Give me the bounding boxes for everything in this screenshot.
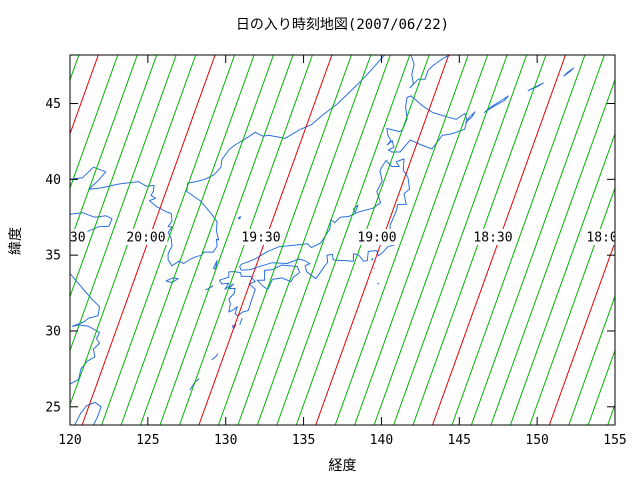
y-tick-label: 25 — [45, 400, 61, 415]
y-tick-label: 40 — [45, 173, 61, 188]
contour-line-minor — [120, 55, 255, 425]
contour-line-minor — [509, 132, 615, 425]
coastline-china-coast — [70, 273, 101, 385]
y-tick-label: 45 — [45, 97, 61, 112]
contour-line-minor — [451, 55, 586, 425]
contour-line-minor — [140, 55, 274, 425]
x-tick-label: 150 — [525, 433, 548, 448]
plot-area — [70, 55, 615, 425]
contour-line-minor — [334, 55, 469, 425]
contour-line-minor — [101, 55, 236, 425]
contour-line-minor — [354, 55, 489, 425]
coastline-cheju — [165, 277, 179, 283]
contour-line-minor — [256, 55, 391, 425]
y-tick-label: 35 — [45, 249, 61, 264]
coastline-amami — [211, 353, 219, 361]
contour-label-bg — [471, 229, 515, 245]
coastline-oshima — [370, 258, 374, 261]
coastline-tsushima — [212, 260, 218, 270]
contour-line-minor — [393, 55, 528, 425]
contour-line-minor — [70, 55, 158, 298]
x-axis-label: 経度 — [328, 458, 357, 474]
axes: 120 125 130 135 140 145 150 155 25 30 35 40 45 — [45, 55, 627, 448]
coastline-honshu — [239, 158, 410, 280]
coastline-shikoku — [256, 264, 301, 290]
plot-border — [69, 54, 616, 426]
contour-label: 20:30 — [46, 231, 85, 246]
coastline-goto — [205, 285, 214, 291]
contour-label: 19:30 — [241, 231, 280, 246]
contour-labels: 20:30 20:00 19:30 19:00 18:30 18:00 — [46, 229, 625, 246]
contour-label: 18:30 — [473, 231, 512, 246]
contour-line-minor — [70, 55, 119, 190]
coastline-hachijojima — [377, 282, 380, 285]
contour-line-minor — [159, 55, 294, 425]
x-tick-label: 135 — [292, 433, 315, 448]
x-tick-label: 140 — [370, 433, 393, 448]
contour-line-minor — [70, 55, 177, 352]
contour-line-major — [70, 55, 99, 136]
contour-line-minor — [217, 55, 352, 425]
contour-line-minor — [470, 55, 605, 425]
contour-label-bg — [355, 229, 399, 245]
coastline-tanegashima — [239, 317, 243, 326]
coastline-hokkaido — [386, 95, 468, 153]
x-tick-label: 125 — [136, 433, 159, 448]
contour-label-bg — [124, 229, 168, 245]
coastline-yakushima — [231, 323, 237, 329]
x-tick-label: 130 — [214, 433, 237, 448]
coastline-korea-russia-coast — [138, 55, 385, 267]
coastline-simushir — [563, 67, 575, 77]
x-tick-label: 145 — [448, 433, 471, 448]
contour-line-minor — [373, 55, 508, 425]
y-tick-label: 30 — [45, 324, 61, 339]
contour-label-bg — [70, 229, 88, 245]
contour-line-minor — [276, 55, 411, 425]
coastline-kunashir — [465, 111, 476, 123]
contour-label: 19:00 — [357, 231, 396, 246]
x-tick-label: 120 — [58, 433, 81, 448]
coastline-iturup — [483, 95, 509, 114]
contour-line-major — [548, 240, 615, 425]
contour-line-minor — [587, 348, 615, 425]
x-tick-label: 155 — [603, 433, 626, 448]
contour-label: 18:00 — [586, 231, 625, 246]
contour-line-minor — [237, 55, 372, 425]
contour-label-bg — [584, 229, 615, 245]
coastline-taiwan-north — [74, 401, 102, 425]
coastline-ulleungdo — [237, 216, 241, 220]
coastline-kyushu — [219, 271, 256, 317]
coastline-liaodong-bohai — [70, 166, 139, 190]
chart-title: 日の入り時刻地図(2007/06/22) — [235, 17, 450, 33]
contour-label-bg — [239, 229, 283, 245]
coastline-sakhalin-south — [409, 55, 451, 89]
contour-label: 20:00 — [126, 231, 165, 246]
contour-line-minor — [490, 78, 615, 425]
contour-line-minor — [568, 294, 615, 425]
y-axis-label: 緯度 — [8, 227, 24, 255]
